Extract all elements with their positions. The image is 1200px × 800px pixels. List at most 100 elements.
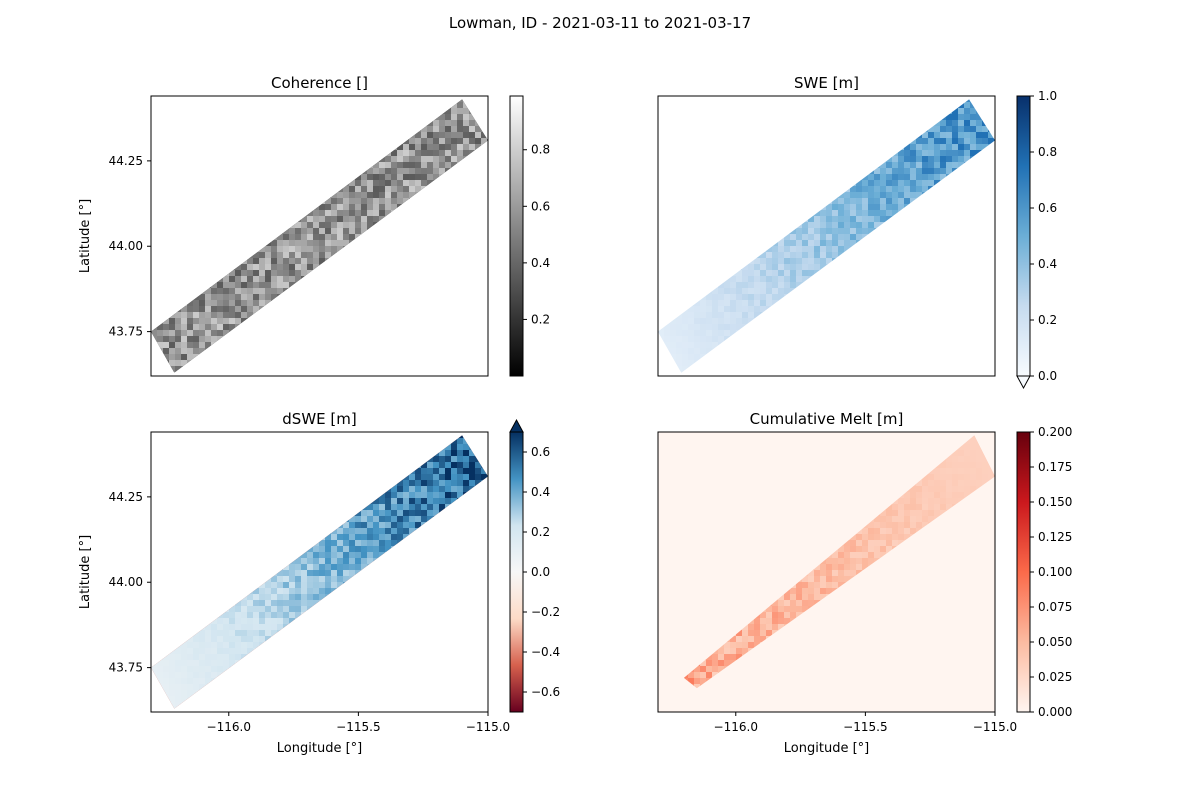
raster-cell: [211, 330, 217, 336]
raster-cell: [343, 234, 349, 240]
raster-cell: [241, 306, 247, 312]
raster-cell: [826, 246, 832, 252]
raster-cell: [457, 150, 463, 156]
y-tick-label: 44.25: [109, 154, 143, 168]
raster-cell: [313, 228, 319, 234]
raster-cell: [826, 240, 832, 246]
raster-cell: [898, 192, 904, 198]
raster-cell: [754, 300, 760, 306]
raster-cell: [385, 192, 391, 198]
raster-cell: [718, 288, 724, 294]
raster-cell: [349, 210, 355, 216]
raster-cell: [736, 294, 742, 300]
raster-cell: [205, 324, 211, 330]
raster-cell: [922, 138, 928, 144]
raster-cell: [205, 318, 211, 324]
raster-cell: [748, 264, 754, 270]
raster-cell: [361, 204, 367, 210]
raster-cell: [844, 246, 850, 252]
raster-cell: [946, 156, 952, 162]
raster-cell: [421, 132, 427, 138]
raster-cell: [826, 228, 832, 234]
raster-cell: [688, 318, 694, 324]
raster-cell: [916, 168, 922, 174]
raster-cell: [808, 270, 814, 276]
raster-cell: [247, 258, 253, 264]
raster-cell: [700, 306, 706, 312]
raster-cell: [808, 228, 814, 234]
raster-cell: [856, 204, 862, 210]
raster-cell: [457, 108, 463, 114]
raster-cell: [457, 102, 463, 108]
raster-cell: [958, 138, 964, 144]
raster-cell: [307, 258, 313, 264]
raster-cell: [730, 318, 736, 324]
raster-cell: [778, 276, 784, 282]
raster-cell: [445, 120, 451, 126]
raster-cell: [247, 294, 253, 300]
raster-cell: [211, 300, 217, 306]
raster-cell: [718, 306, 724, 312]
raster-cell: [718, 294, 724, 300]
raster-cell: [664, 324, 670, 330]
raster-cell: [181, 336, 187, 342]
raster-cell: [313, 222, 319, 228]
raster-cell: [688, 306, 694, 312]
raster-cell: [187, 312, 193, 318]
raster-cell: [760, 294, 766, 300]
raster-cell: [301, 270, 307, 276]
raster-cell: [337, 210, 343, 216]
raster-cell: [676, 330, 682, 336]
raster-cell: [838, 222, 844, 228]
raster-cell: [385, 168, 391, 174]
raster-cell: [796, 246, 802, 252]
raster-cell: [658, 330, 664, 336]
raster-cell: [475, 138, 481, 144]
raster-cell: [802, 228, 808, 234]
raster-cell: [832, 234, 838, 240]
raster-cell: [283, 264, 289, 270]
raster-cell: [952, 108, 958, 114]
raster-cell: [325, 204, 331, 210]
raster-cell: [289, 282, 295, 288]
raster-cell: [355, 210, 361, 216]
raster-cell: [379, 210, 385, 216]
raster-cell: [694, 300, 700, 306]
raster-cell: [337, 240, 343, 246]
raster-cell: [886, 162, 892, 168]
raster-cell: [277, 234, 283, 240]
raster-cell: [229, 306, 235, 312]
raster-cell: [373, 186, 379, 192]
raster-cell: [271, 246, 277, 252]
raster-cell: [397, 144, 403, 150]
raster-cell: [439, 114, 445, 120]
raster-cell: [724, 282, 730, 288]
raster-cell: [808, 252, 814, 258]
raster-cell: [241, 276, 247, 282]
raster-cell: [421, 174, 427, 180]
raster-cell: [676, 318, 682, 324]
raster-cell: [457, 120, 463, 126]
raster-cell: [952, 138, 958, 144]
raster-cell: [409, 174, 415, 180]
raster-cell: [916, 150, 922, 156]
raster-cell: [904, 174, 910, 180]
raster-cell: [832, 252, 838, 258]
raster-cell: [712, 336, 718, 342]
raster-cell: [199, 342, 205, 348]
raster-cell: [433, 126, 439, 132]
raster-cell: [319, 210, 325, 216]
raster-cell: [790, 264, 796, 270]
raster-cell: [367, 186, 373, 192]
raster-cell: [307, 228, 313, 234]
raster-cell: [181, 360, 187, 366]
raster-cell: [379, 180, 385, 186]
raster-cell: [469, 126, 475, 132]
raster-cell: [217, 282, 223, 288]
raster-cell: [886, 186, 892, 192]
raster-cell: [778, 240, 784, 246]
raster-cell: [940, 120, 946, 126]
raster-cell: [391, 174, 397, 180]
raster-cell: [229, 318, 235, 324]
raster-cell: [970, 114, 976, 120]
